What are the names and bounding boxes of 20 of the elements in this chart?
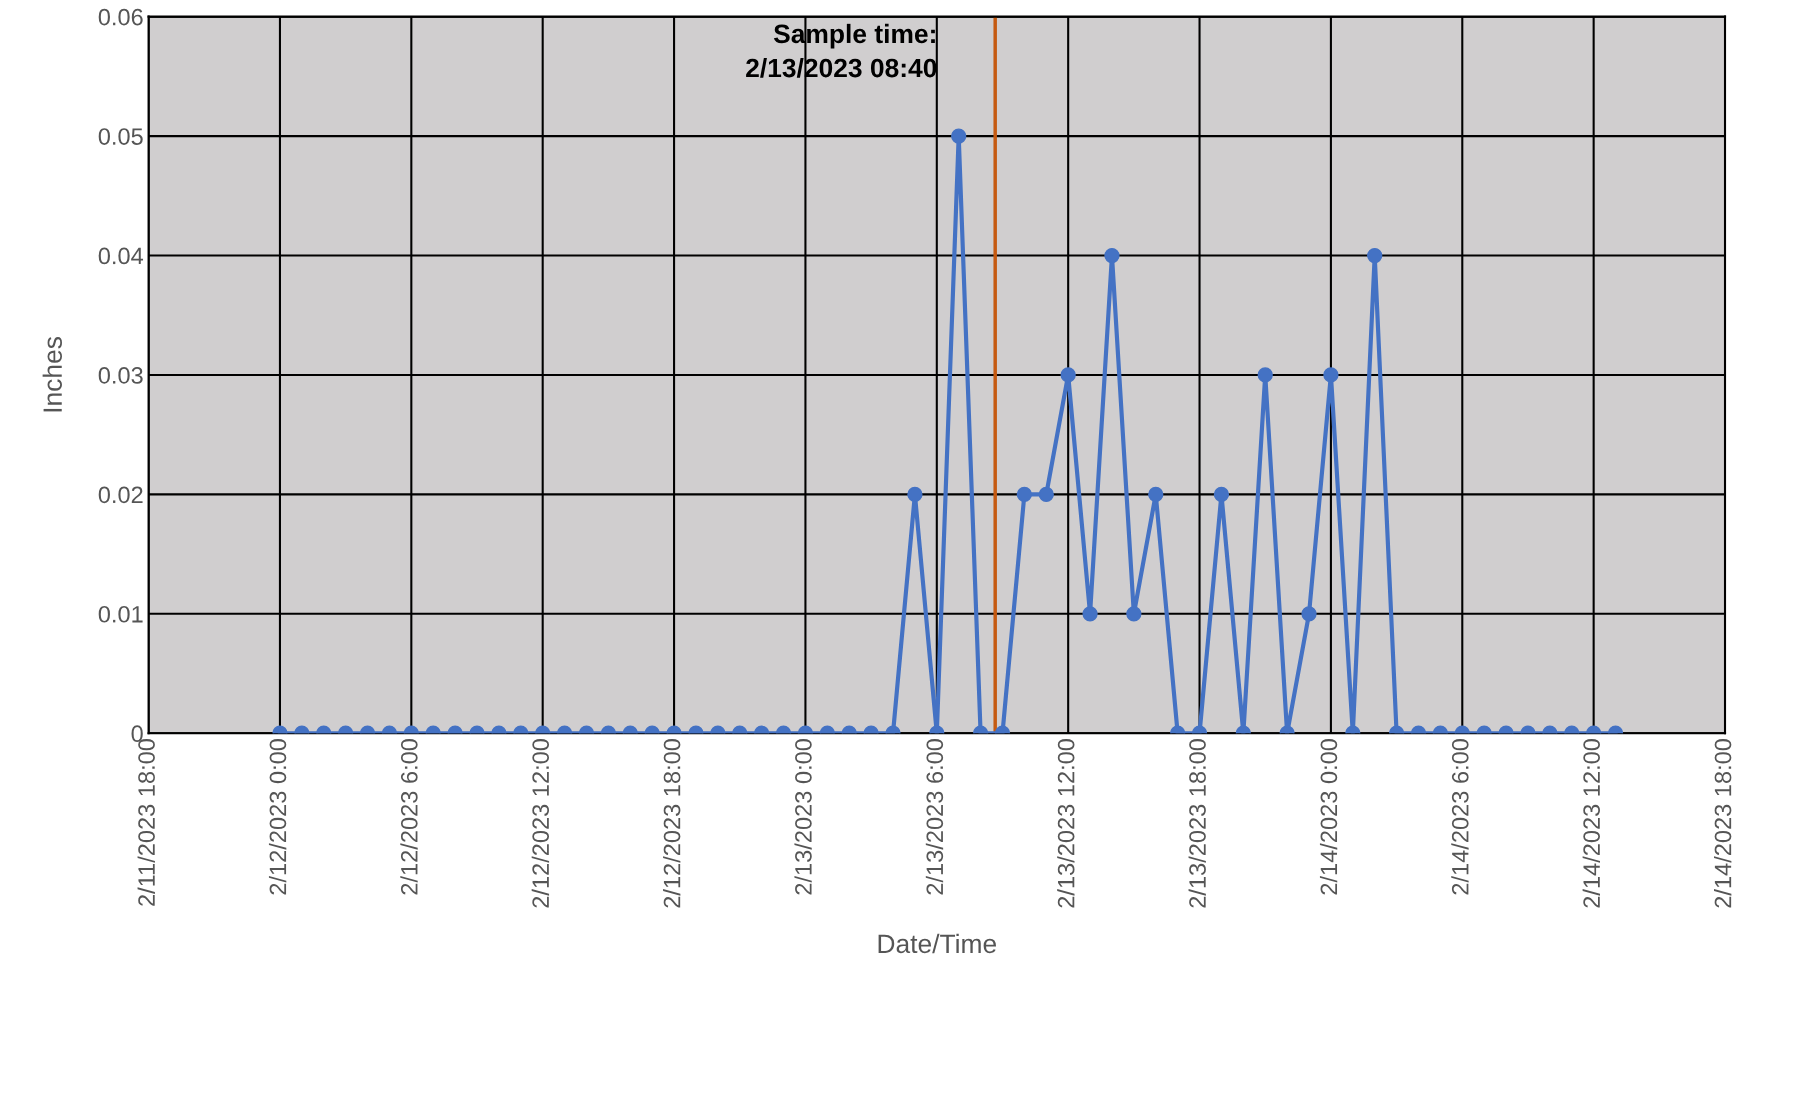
x-tick-label: 2/13/2023 12:00	[1057, 739, 1075, 908]
x-tick-label: 2/12/2023 18:00	[663, 739, 681, 908]
x-tick-label: 2/13/2023 6:00	[925, 739, 944, 895]
x-tick-label: 2/13/2023 18:00	[1188, 739, 1206, 908]
y-tick-label: 0.02	[98, 486, 143, 504]
x-axis-title: Date/Time	[878, 933, 996, 954]
x-tick-label: 2/14/2023 6:00	[1451, 739, 1469, 895]
y-tick-label: 0.05	[98, 128, 143, 145]
x-tick-label: 2/14/2023 0:00	[1319, 739, 1338, 895]
x-tick-label: 2/12/2023 12:00	[531, 739, 550, 908]
y-tick-label: 0.01	[98, 605, 143, 623]
x-tick-label: 2/14/2023 18:00	[1714, 739, 1732, 908]
y-axis-title: Inches	[42, 337, 62, 412]
y-tick-label: 0.06	[98, 8, 143, 26]
y-tick-label: 0.04	[98, 247, 144, 265]
y-tick-label: 0.03	[98, 367, 143, 384]
x-tick-label: 2/14/2023 12:00	[1582, 739, 1600, 908]
x-tick-label: 2/12/2023 0:00	[268, 739, 287, 895]
x-tick-label: 2/12/2023 6:00	[400, 739, 418, 895]
x-tick-label: 2/13/2023 0:00	[794, 739, 812, 895]
